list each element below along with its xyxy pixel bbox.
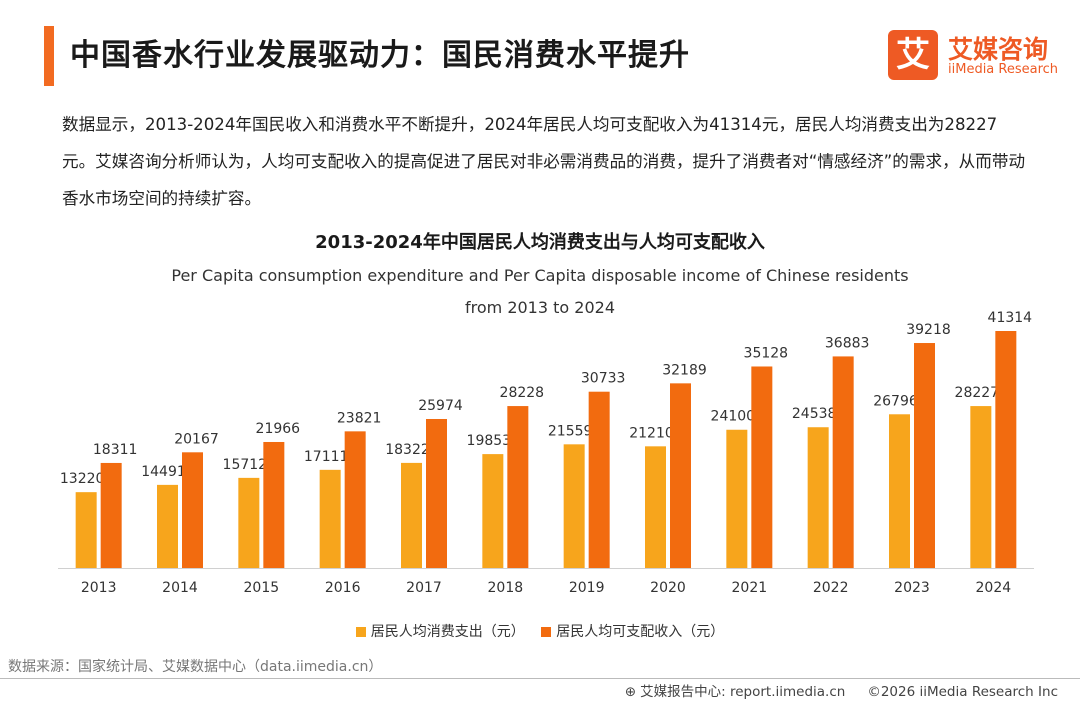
bar-consumption-2013: [75, 492, 97, 568]
chart-title: 2013-2024年中国居民人均消费支出与人均可支配收入: [315, 232, 765, 253]
brand-logo: 艾 艾媒咨询 iiMedia Research: [888, 30, 1063, 82]
page-title: 中国香水行业发展驱动力：国民消费水平提升: [70, 38, 690, 73]
label-consumption-2019: 21559: [548, 423, 593, 439]
x-tick-2019: 2019: [569, 580, 605, 596]
label-consumption-2017: 18322: [385, 442, 430, 458]
chart-subtitle: Per Capita consumption expenditure and P…: [0, 260, 1080, 324]
bar-income-2018: [507, 406, 529, 568]
label-income-2018: 28228: [500, 385, 545, 401]
bar-consumption-2023: [889, 414, 910, 568]
legend-swatch-income: [541, 627, 552, 637]
label-consumption-2020: 21210: [629, 425, 674, 441]
label-income-2022: 36883: [825, 335, 870, 351]
x-tick-2017: 2017: [406, 580, 442, 596]
label-income-2020: 32189: [662, 362, 707, 378]
x-tick-2014: 2014: [162, 580, 198, 596]
label-income-2013: 18311: [93, 442, 138, 458]
bar-income-2022: [832, 356, 854, 568]
bar-income-2021: [751, 366, 773, 568]
legend-label-consumption: 居民人均消费支出（元）: [370, 624, 525, 640]
data-source-note: 数据来源：国家统计局、艾媒数据中心（data.iimedia.cn）: [8, 659, 383, 675]
label-income-2014: 20167: [174, 431, 219, 447]
x-tick-2021: 2021: [732, 580, 768, 596]
legend-item-consumption: 居民人均消费支出（元）: [355, 621, 525, 641]
copyright-text: ©2026 iiMedia Research Inc: [867, 684, 1058, 700]
bar-income-2017: [426, 418, 447, 568]
bar-consumption-2016: [319, 469, 341, 568]
chart-legend: 居民人均消费支出（元） 居民人均可支配收入（元）: [0, 621, 1080, 641]
logo-chinese-name: 艾媒咨询: [948, 35, 1049, 64]
label-consumption-2023: 26796: [873, 393, 918, 409]
bar-consumption-2019: [563, 444, 585, 568]
legend-label-income: 居民人均可支配收入（元）: [556, 624, 725, 640]
footer-divider: [0, 678, 1080, 679]
label-income-2015: 21966: [256, 421, 301, 437]
globe-icon: ⊕: [624, 684, 637, 700]
bar-consumption-2018: [482, 454, 504, 568]
x-tick-2015: 2015: [244, 580, 280, 596]
x-tick-2013: 2013: [81, 580, 117, 596]
label-consumption-2014: 14491: [141, 464, 186, 480]
bar-income-2020: [670, 383, 691, 568]
logo-mark: 艾: [888, 30, 938, 80]
x-tick-2016: 2016: [325, 580, 361, 596]
bar-income-2016: [344, 431, 366, 568]
bar-income-2015: [263, 441, 285, 568]
label-consumption-2021: 24100: [711, 409, 756, 425]
x-tick-2023: 2023: [894, 580, 930, 596]
x-tick-2024: 2024: [976, 580, 1012, 596]
x-tick-2018: 2018: [488, 580, 524, 596]
bar-income-2013: [100, 462, 122, 568]
bar-consumption-2024: [970, 406, 992, 568]
label-income-2021: 35128: [744, 345, 789, 361]
logo-english-name: iiMedia Research: [948, 62, 1059, 77]
bar-consumption-2017: [401, 462, 422, 568]
label-consumption-2022: 24538: [792, 406, 837, 422]
label-income-2017: 25974: [418, 398, 463, 414]
description-paragraph: 数据显示，2013-2024年国民收入和消费水平不断提升，2024年居民人均可支…: [62, 115, 1026, 208]
bar-income-2023: [914, 343, 935, 568]
report-center-link[interactable]: 艾媒报告中心: report.iimedia.cn: [640, 684, 846, 700]
label-income-2024: 41314: [988, 310, 1033, 326]
footer: ⊕ 艾媒报告中心: report.iimedia.cn ©2026 iiMedia …: [625, 680, 1058, 700]
bar-consumption-2021: [726, 429, 748, 568]
legend-swatch-consumption: [355, 627, 366, 637]
label-consumption-2016: 17111: [304, 449, 349, 465]
x-tick-2022: 2022: [813, 580, 849, 596]
label-consumption-2013: 13220: [60, 471, 105, 487]
label-income-2016: 23821: [337, 410, 382, 426]
bar-income-2014: [182, 452, 203, 568]
x-tick-2020: 2020: [650, 580, 686, 596]
bar-income-2024: [995, 331, 1017, 568]
bar-consumption-2022: [807, 427, 829, 568]
label-consumption-2018: 19853: [467, 433, 512, 449]
label-income-2023: 39218: [906, 322, 951, 338]
label-consumption-2015: 15712: [223, 457, 268, 473]
bar-consumption-2014: [157, 484, 178, 568]
label-consumption-2024: 28227: [955, 385, 1000, 401]
bar-consumption-2015: [238, 477, 260, 568]
chart-subtitle-line-1: Per Capita consumption expenditure and P…: [171, 266, 909, 285]
chart-subtitle-line-2: from 2013 to 2024: [465, 298, 615, 317]
label-income-2019: 30733: [581, 371, 626, 387]
bar-consumption-2020: [645, 446, 666, 568]
title-accent-bar: [44, 26, 54, 86]
bar-income-2019: [588, 391, 610, 568]
legend-item-income: 居民人均可支配收入（元）: [541, 621, 724, 641]
